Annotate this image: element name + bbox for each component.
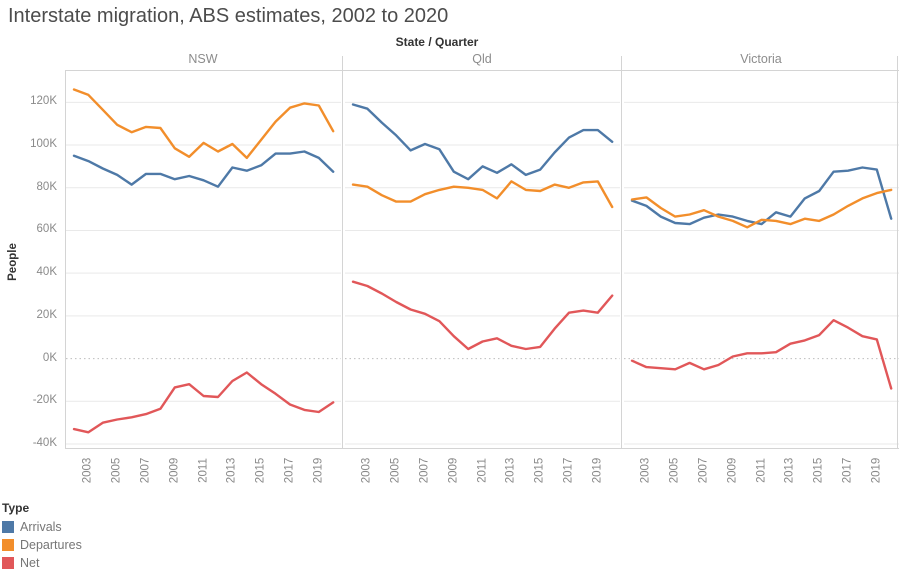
x-tick-label: 2019 [591,457,604,484]
legend-title: Type [2,501,30,515]
legend-swatch-icon [2,557,14,569]
x-tick-label: 2013 [225,457,238,484]
x-tick-label: 2003 [81,457,94,484]
x-tick-label: 2019 [312,457,325,484]
x-tick-label: 2005 [110,457,123,484]
qld-departures-line[interactable] [351,180,614,209]
y-tick-label: 80K [36,180,57,193]
chart-title: Interstate migration, ABS estimates, 200… [8,5,449,27]
legend-item-departures[interactable]: Departures [2,537,82,553]
y-tick-label: 100K [30,138,57,151]
x-tick-label: 2005 [389,457,402,484]
y-tick-label: 120K [30,95,57,108]
y-tick-label: 60K [36,223,57,236]
panel-label-victoria: Victoria [740,52,782,66]
y-tick-label: 0K [42,351,57,364]
qld-arrivals-line[interactable] [351,103,614,181]
x-tick-label: 2015 [812,457,825,484]
x-tick-label: 2013 [783,457,796,484]
nsw-departures-line[interactable] [72,88,335,160]
y-tick-label: 40K [36,266,57,279]
legend-item-arrivals[interactable]: Arrivals [2,519,62,535]
x-tick-label: 2003 [639,457,652,484]
x-tick-label: 2013 [504,457,517,484]
y-tick-label: -40K [32,437,57,450]
qld-net-line[interactable] [351,280,614,351]
panel-label-qld: Qld [472,52,492,66]
x-tick-label: 2009 [447,457,460,484]
chart-canvas[interactable] [0,0,900,500]
x-tick-label: 2005 [668,457,681,484]
column-field-label: State / Quarter [395,35,479,49]
x-tick-label: 2007 [697,457,710,484]
legend-item-label: Departures [20,538,82,552]
panel-label-nsw: NSW [188,52,218,66]
x-tick-label: 2009 [168,457,181,484]
legend-item-label: Arrivals [20,520,62,534]
y-tick-label: -20K [32,394,57,407]
x-tick-label: 2011 [476,458,489,483]
x-tick-label: 2011 [755,458,768,483]
x-tick-label: 2003 [360,457,373,484]
legend-item-label: Net [20,556,40,570]
y-axis-title: People [7,243,19,281]
nsw-arrivals-line[interactable] [72,150,335,188]
victoria-arrivals-line[interactable] [630,166,893,226]
legend-swatch-icon [2,521,14,533]
x-tick-label: 2009 [726,457,739,484]
victoria-net-line[interactable] [630,319,893,390]
nsw-net-line[interactable] [72,371,335,434]
x-tick-label: 2017 [562,457,575,484]
x-tick-label: 2015 [533,457,546,484]
x-tick-label: 2017 [841,457,854,484]
y-tick-label: 20K [36,308,57,321]
legend-swatch-icon [2,539,14,551]
x-tick-label: 2015 [254,457,267,484]
victoria-departures-line[interactable] [630,188,893,229]
x-tick-label: 2017 [283,457,296,484]
x-tick-label: 2007 [139,457,152,484]
x-tick-label: 2007 [418,457,431,484]
legend-item-net[interactable]: Net [2,555,39,571]
x-tick-label: 2019 [870,457,883,484]
x-tick-label: 2011 [197,458,210,483]
